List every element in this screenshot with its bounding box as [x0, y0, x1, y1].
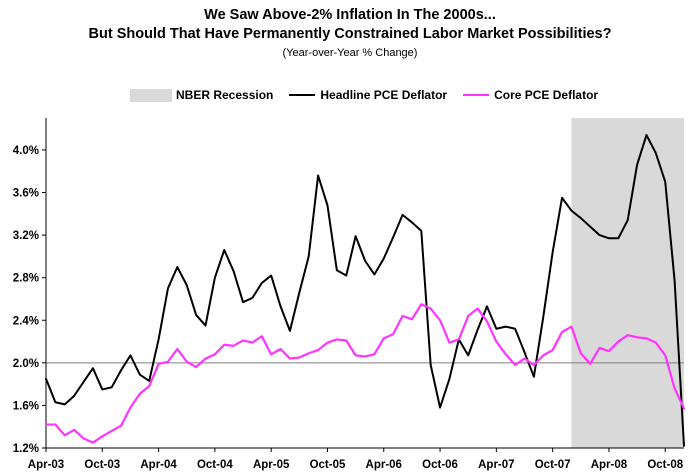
y-tick-label: 4.0% — [13, 145, 39, 157]
x-tick-label: Apr-06 — [366, 459, 402, 471]
x-tick-label: Oct-05 — [310, 459, 346, 471]
recession-shade — [571, 118, 684, 448]
x-tick-label: Apr-08 — [591, 459, 628, 471]
y-tick-label: 2.8% — [13, 273, 39, 285]
chart-title-line-1: We Saw Above-2% Inflation In The 2000s..… — [204, 7, 496, 23]
y-tick-label: 3.6% — [13, 188, 39, 200]
y-tick-label: 2.4% — [13, 315, 39, 327]
y-tick-label: 1.2% — [13, 443, 39, 455]
x-tick-label: Apr-07 — [478, 459, 514, 471]
x-tick-label: Oct-04 — [197, 459, 233, 471]
legend-swatch-headline — [289, 94, 316, 96]
legend-label-recession: NBER Recession — [176, 88, 274, 102]
y-tick-label: 3.2% — [13, 230, 39, 242]
series-line-core-pce — [44, 303, 686, 444]
legend-label-core: Core PCE Deflator — [494, 88, 599, 102]
legend-label-headline: Headline PCE Deflator — [320, 88, 448, 102]
x-tick-label: Oct-06 — [422, 459, 458, 471]
x-tick-label: Oct-07 — [535, 459, 571, 471]
x-tick-label: Oct-08 — [647, 459, 683, 471]
x-tick-label: Apr-03 — [28, 459, 64, 471]
legend-item-core: Core PCE Deflator — [463, 88, 598, 102]
x-tick-label: Oct-03 — [84, 459, 120, 471]
y-tick-label: 1.6% — [13, 400, 39, 412]
chart-title-line-2: But Should That Have Permanently Constra… — [88, 26, 612, 42]
chart-title-block: We Saw Above-2% Inflation In The 2000s..… — [0, 6, 700, 59]
series-line-headline-pce — [45, 134, 685, 447]
y-tick-label: 2.0% — [13, 358, 39, 370]
chart-legend: NBER Recession Headline PCE Deflator Cor… — [130, 87, 614, 103]
legend-swatch-recession — [130, 88, 172, 102]
chart-subtitle: (Year-over-Year % Change) — [282, 47, 418, 59]
legend-item-recession: NBER Recession — [130, 88, 273, 102]
legend-swatch-core — [463, 94, 490, 96]
legend-item-headline: Headline PCE Deflator — [289, 88, 447, 102]
x-tick-label: Apr-04 — [140, 459, 177, 471]
x-tick-label: Apr-05 — [253, 459, 290, 471]
